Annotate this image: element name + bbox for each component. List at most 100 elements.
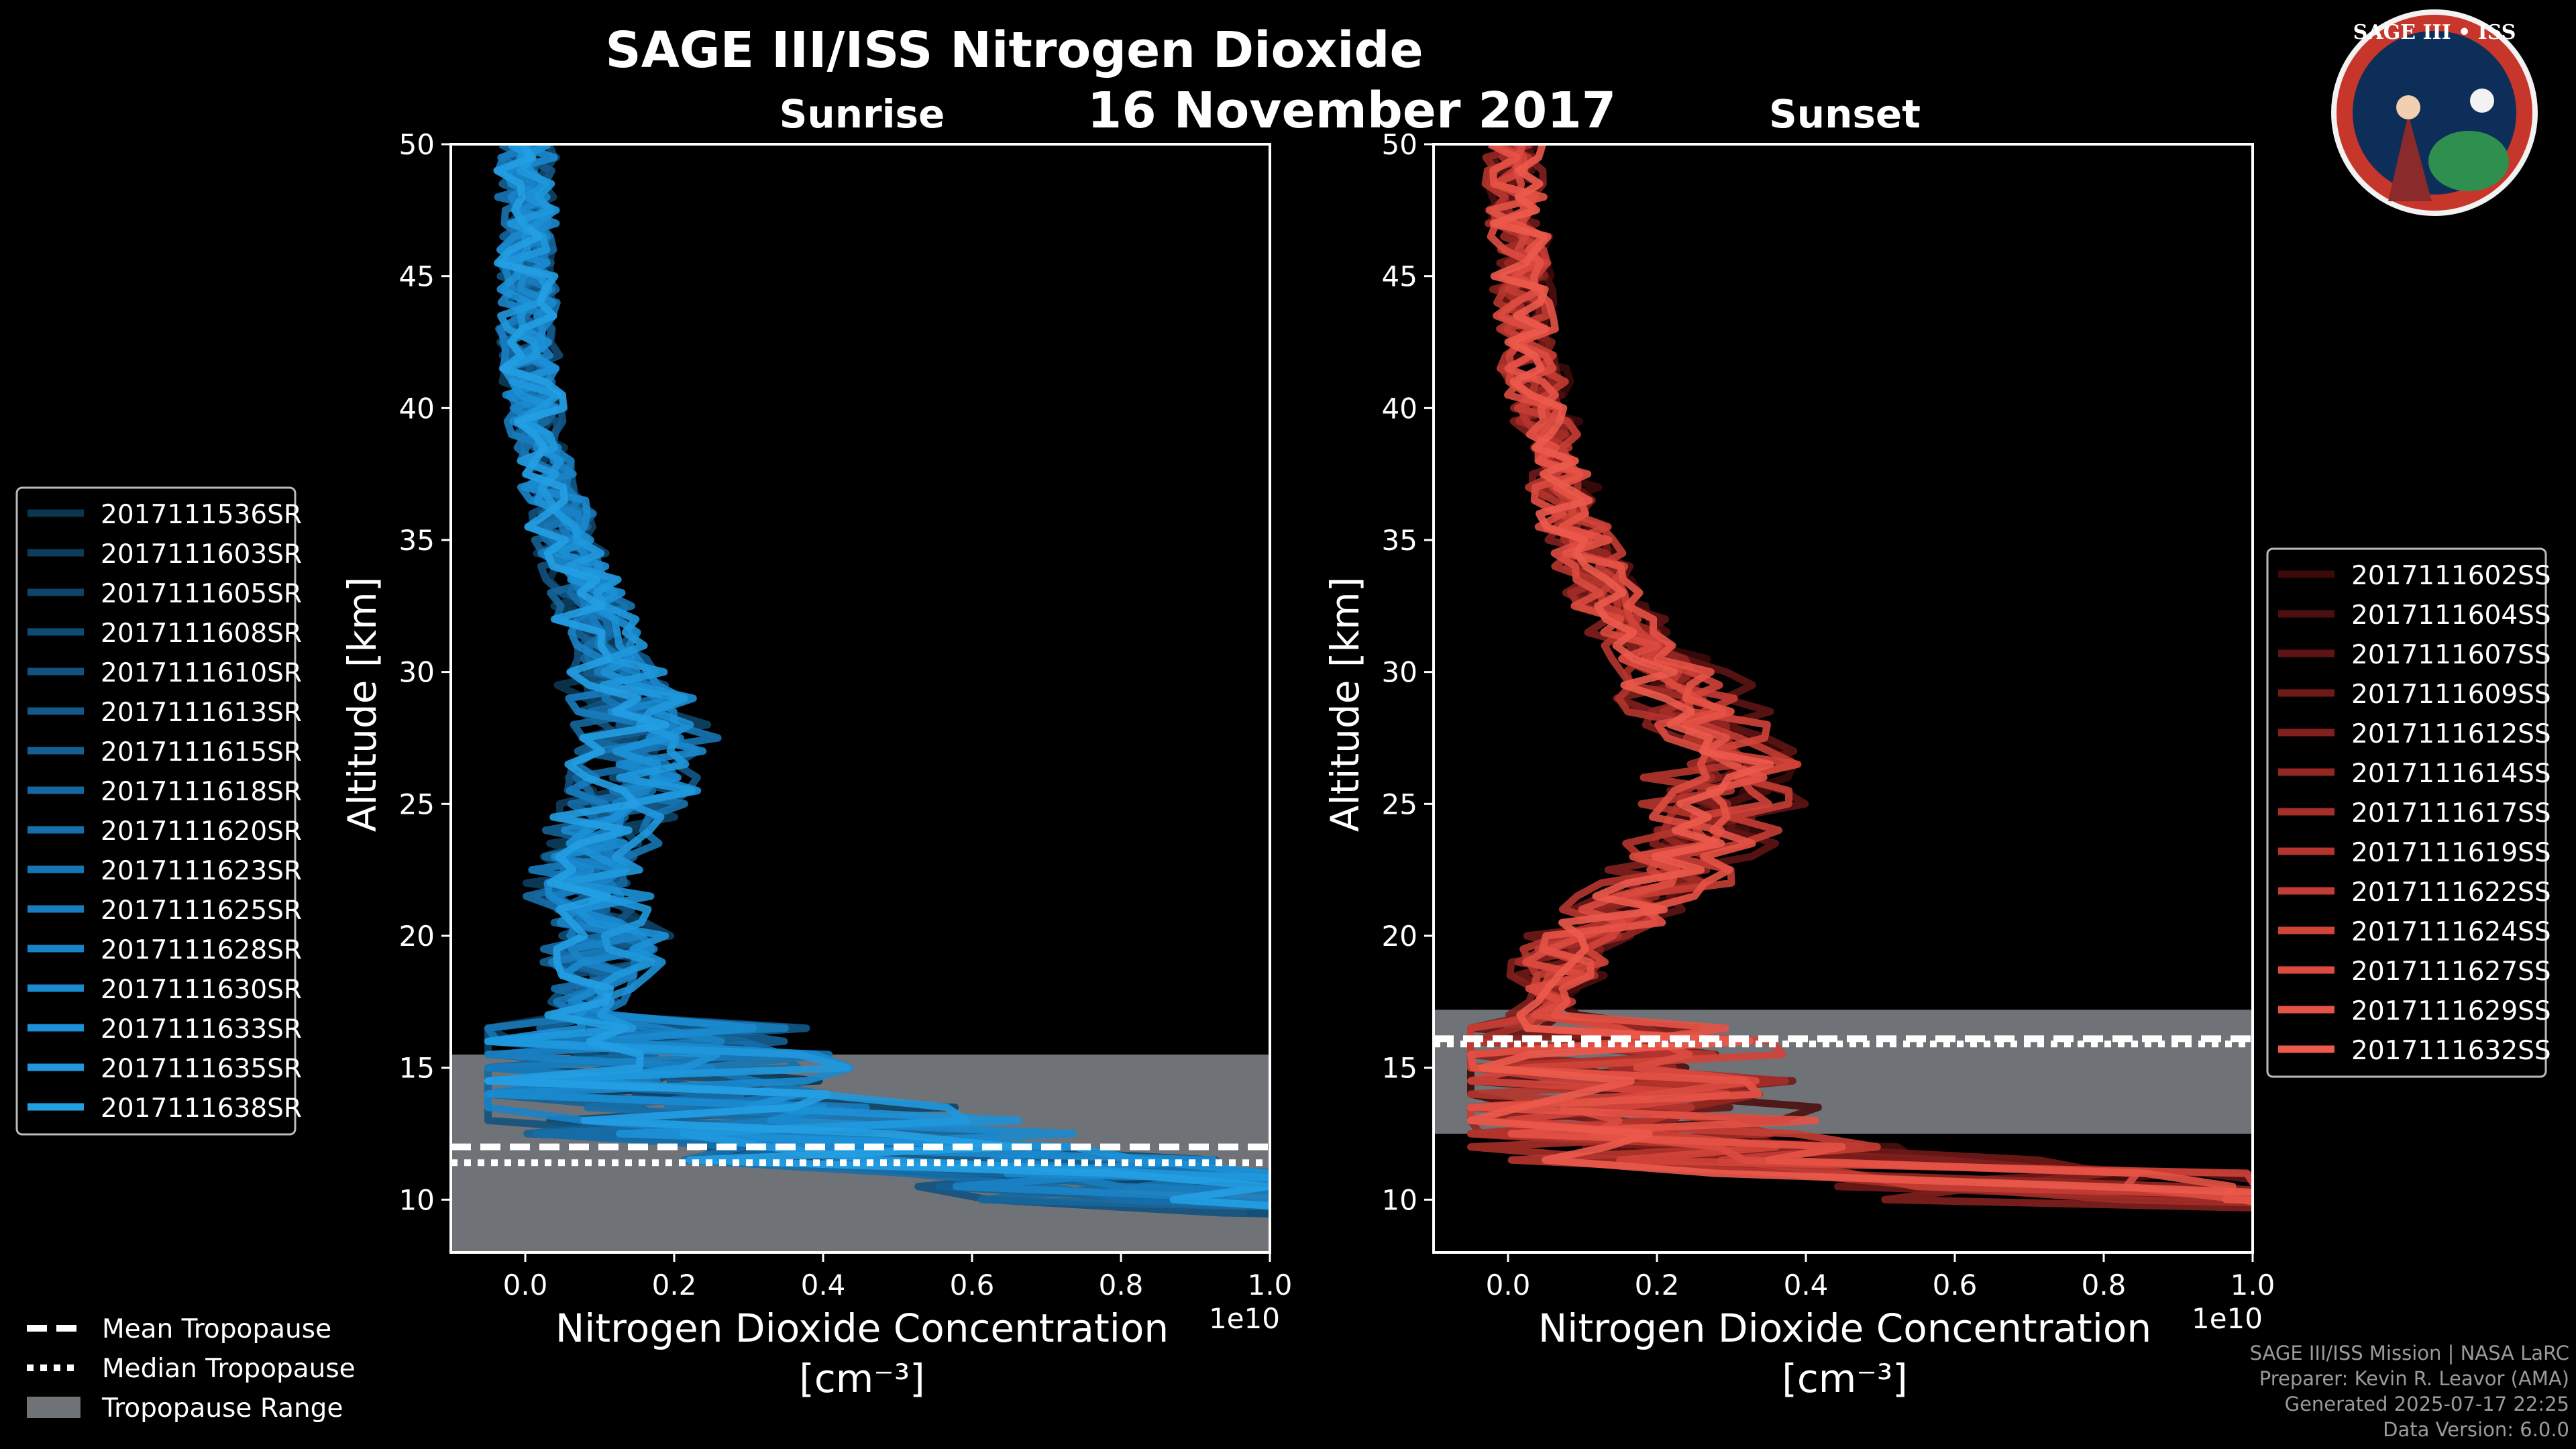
y-tick-label: 15 <box>1382 1052 1417 1085</box>
legend-label: 2017111605SR <box>101 579 302 609</box>
footer-line: Preparer: Kevin R. Leavor (AMA) <box>2259 1367 2569 1390</box>
x-tick-label: 1.0 <box>2231 1269 2275 1301</box>
logo-figure-head <box>2396 95 2420 119</box>
legend-label: 2017111617SS <box>2351 798 2551 828</box>
sunset-legend: 2017111602SS 2017111604SS 2017111607SS 2017… <box>2266 547 2551 1078</box>
logo-text: SAGE III • ISS <box>2353 21 2516 44</box>
sunrise-legend: 2017111536SR 2017111603SR 2017111605SR 2017… <box>15 486 302 1136</box>
plot-frame <box>1432 143 2254 1254</box>
y-tick-label: 35 <box>1382 524 1417 557</box>
y-tick-label: 20 <box>399 920 435 953</box>
series-line-2017111635SR <box>484 144 1270 1182</box>
legend-label: 2017111638SR <box>101 1093 302 1124</box>
legend-label: 2017111622SS <box>2351 877 2551 908</box>
sunset-subtitle: Sunset <box>1769 91 1921 137</box>
x-tick-label: 0.4 <box>801 1269 846 1301</box>
footer-line: Generated 2025-07-17 22:25 <box>2284 1393 2569 1415</box>
legend-label: 2017111603SR <box>101 539 302 570</box>
y-tick-label: 10 <box>399 1183 435 1216</box>
series-line-2017111629SS <box>1467 144 2253 1204</box>
legend-label: 2017111614SS <box>2351 759 2551 789</box>
sunrise-xunit: [cm⁻³] <box>799 1356 925 1401</box>
legend-label: 2017111629SS <box>2351 996 2551 1026</box>
y-tick-label: 50 <box>1382 128 1417 161</box>
legend-label: 2017111623SR <box>101 856 302 886</box>
tropopause-legend: Mean Tropopause Median Tropopause Tropopau… <box>27 1314 356 1424</box>
legend-label: 2017111607SS <box>2351 640 2551 670</box>
sunrise-panel: Sunrise Altitude [km] Nitrogen Dioxide C… <box>339 91 1293 1401</box>
y-tick-label: 25 <box>1382 788 1417 820</box>
sunset-xunit: [cm⁻³] <box>1782 1356 1908 1401</box>
y-tick-label: 15 <box>399 1052 435 1085</box>
legend-label: 2017111536SR <box>101 500 302 530</box>
logo-earth <box>2428 131 2509 191</box>
legend-label: 2017111612SS <box>2351 719 2551 749</box>
y-tick-label: 35 <box>399 524 435 557</box>
legend-style-label: Mean Tropopause <box>102 1314 331 1344</box>
logo-moon <box>2470 89 2494 113</box>
legend-style-label: Tropopause Range <box>101 1393 343 1424</box>
legend-label: 2017111625SR <box>101 896 302 926</box>
y-tick-label: 40 <box>1382 392 1417 425</box>
legend-label: 2017111615SR <box>101 737 302 767</box>
legend-label: 2017111618SR <box>101 777 302 807</box>
series-line-2017111625SR <box>484 144 1270 1195</box>
y-tick-label: 45 <box>1382 260 1417 293</box>
sunset-panel: Sunset Altitude [km] Nitrogen Dioxide Co… <box>1322 91 2275 1401</box>
x-tick-label: 0.6 <box>1933 1269 1978 1301</box>
x-tick-label: 0.2 <box>1635 1269 1680 1301</box>
x-tick-label: 1.0 <box>1248 1269 1293 1301</box>
legend-frame <box>15 486 297 1136</box>
logo-figure <box>2388 114 2432 201</box>
y-tick-label: 40 <box>399 392 435 425</box>
legend-range-swatch <box>27 1397 80 1418</box>
sunrise-offset-label: 1e10 <box>1209 1302 1280 1335</box>
legend-label: 2017111604SS <box>2351 600 2551 631</box>
legend-label: 2017111609SS <box>2351 680 2551 710</box>
legend-label: 2017111613SR <box>101 698 302 728</box>
y-tick-label: 10 <box>1382 1183 1417 1216</box>
legend-label: 2017111632SS <box>2351 1036 2551 1066</box>
legend-label: 2017111608SR <box>101 619 302 649</box>
sage-iii-iss-logo: SAGE III • ISS <box>2331 9 2538 216</box>
figure-title: SAGE III/ISS Nitrogen Dioxide <box>605 21 1423 79</box>
y-tick-label: 30 <box>399 656 435 689</box>
x-tick-label: 0.2 <box>652 1269 697 1301</box>
sunset-xlabel: Nitrogen Dioxide Concentration <box>1538 1305 2151 1351</box>
legend-label: 2017111602SS <box>2351 561 2551 591</box>
legend-frame <box>2266 547 2547 1078</box>
legend-label: 2017111627SS <box>2351 957 2551 987</box>
figure-date: 16 November 2017 <box>1087 82 1616 140</box>
y-tick-label: 50 <box>399 128 435 161</box>
legend-label: 2017111624SS <box>2351 917 2551 947</box>
footer: SAGE III/ISS Mission | NASA LaRC Prepare… <box>2250 1340 2569 1442</box>
y-tick-label: 30 <box>1382 656 1417 689</box>
plot-area <box>451 144 1270 1252</box>
y-tick-label: 20 <box>1382 920 1417 953</box>
footer-line: SAGE III/ISS Mission | NASA LaRC <box>2249 1342 2569 1364</box>
legend-label: 2017111610SR <box>101 658 302 688</box>
x-tick-label: 0.8 <box>2082 1269 2127 1301</box>
sunset-offset-label: 1e10 <box>2192 1302 2263 1335</box>
legend-label: 2017111620SR <box>101 816 302 847</box>
x-tick-label: 0.4 <box>1784 1269 1829 1301</box>
legend-style-label: Median Tropopause <box>102 1354 356 1384</box>
sunset-ylabel: Altitude [km] <box>1322 577 1368 832</box>
legend-label: 2017111628SR <box>101 935 302 965</box>
y-tick-label: 25 <box>399 788 435 820</box>
x-tick-label: 0.6 <box>950 1269 995 1301</box>
y-tick-label: 45 <box>399 260 435 293</box>
sunrise-xlabel: Nitrogen Dioxide Concentration <box>555 1305 1169 1351</box>
x-tick-label: 0.0 <box>503 1269 548 1301</box>
plot-frame <box>449 143 1271 1254</box>
series-line-2017111632SS <box>1467 144 2253 1196</box>
legend-label: 2017111630SR <box>101 975 302 1005</box>
legend-label: 2017111635SR <box>101 1054 302 1084</box>
plot-area <box>1434 144 2253 1212</box>
footer-line: Data Version: 6.0.0 <box>2383 1418 2569 1441</box>
x-tick-label: 0.0 <box>1486 1269 1531 1301</box>
x-tick-label: 0.8 <box>1099 1269 1144 1301</box>
sunrise-subtitle: Sunrise <box>780 91 945 137</box>
legend-label: 2017111633SR <box>101 1014 302 1044</box>
